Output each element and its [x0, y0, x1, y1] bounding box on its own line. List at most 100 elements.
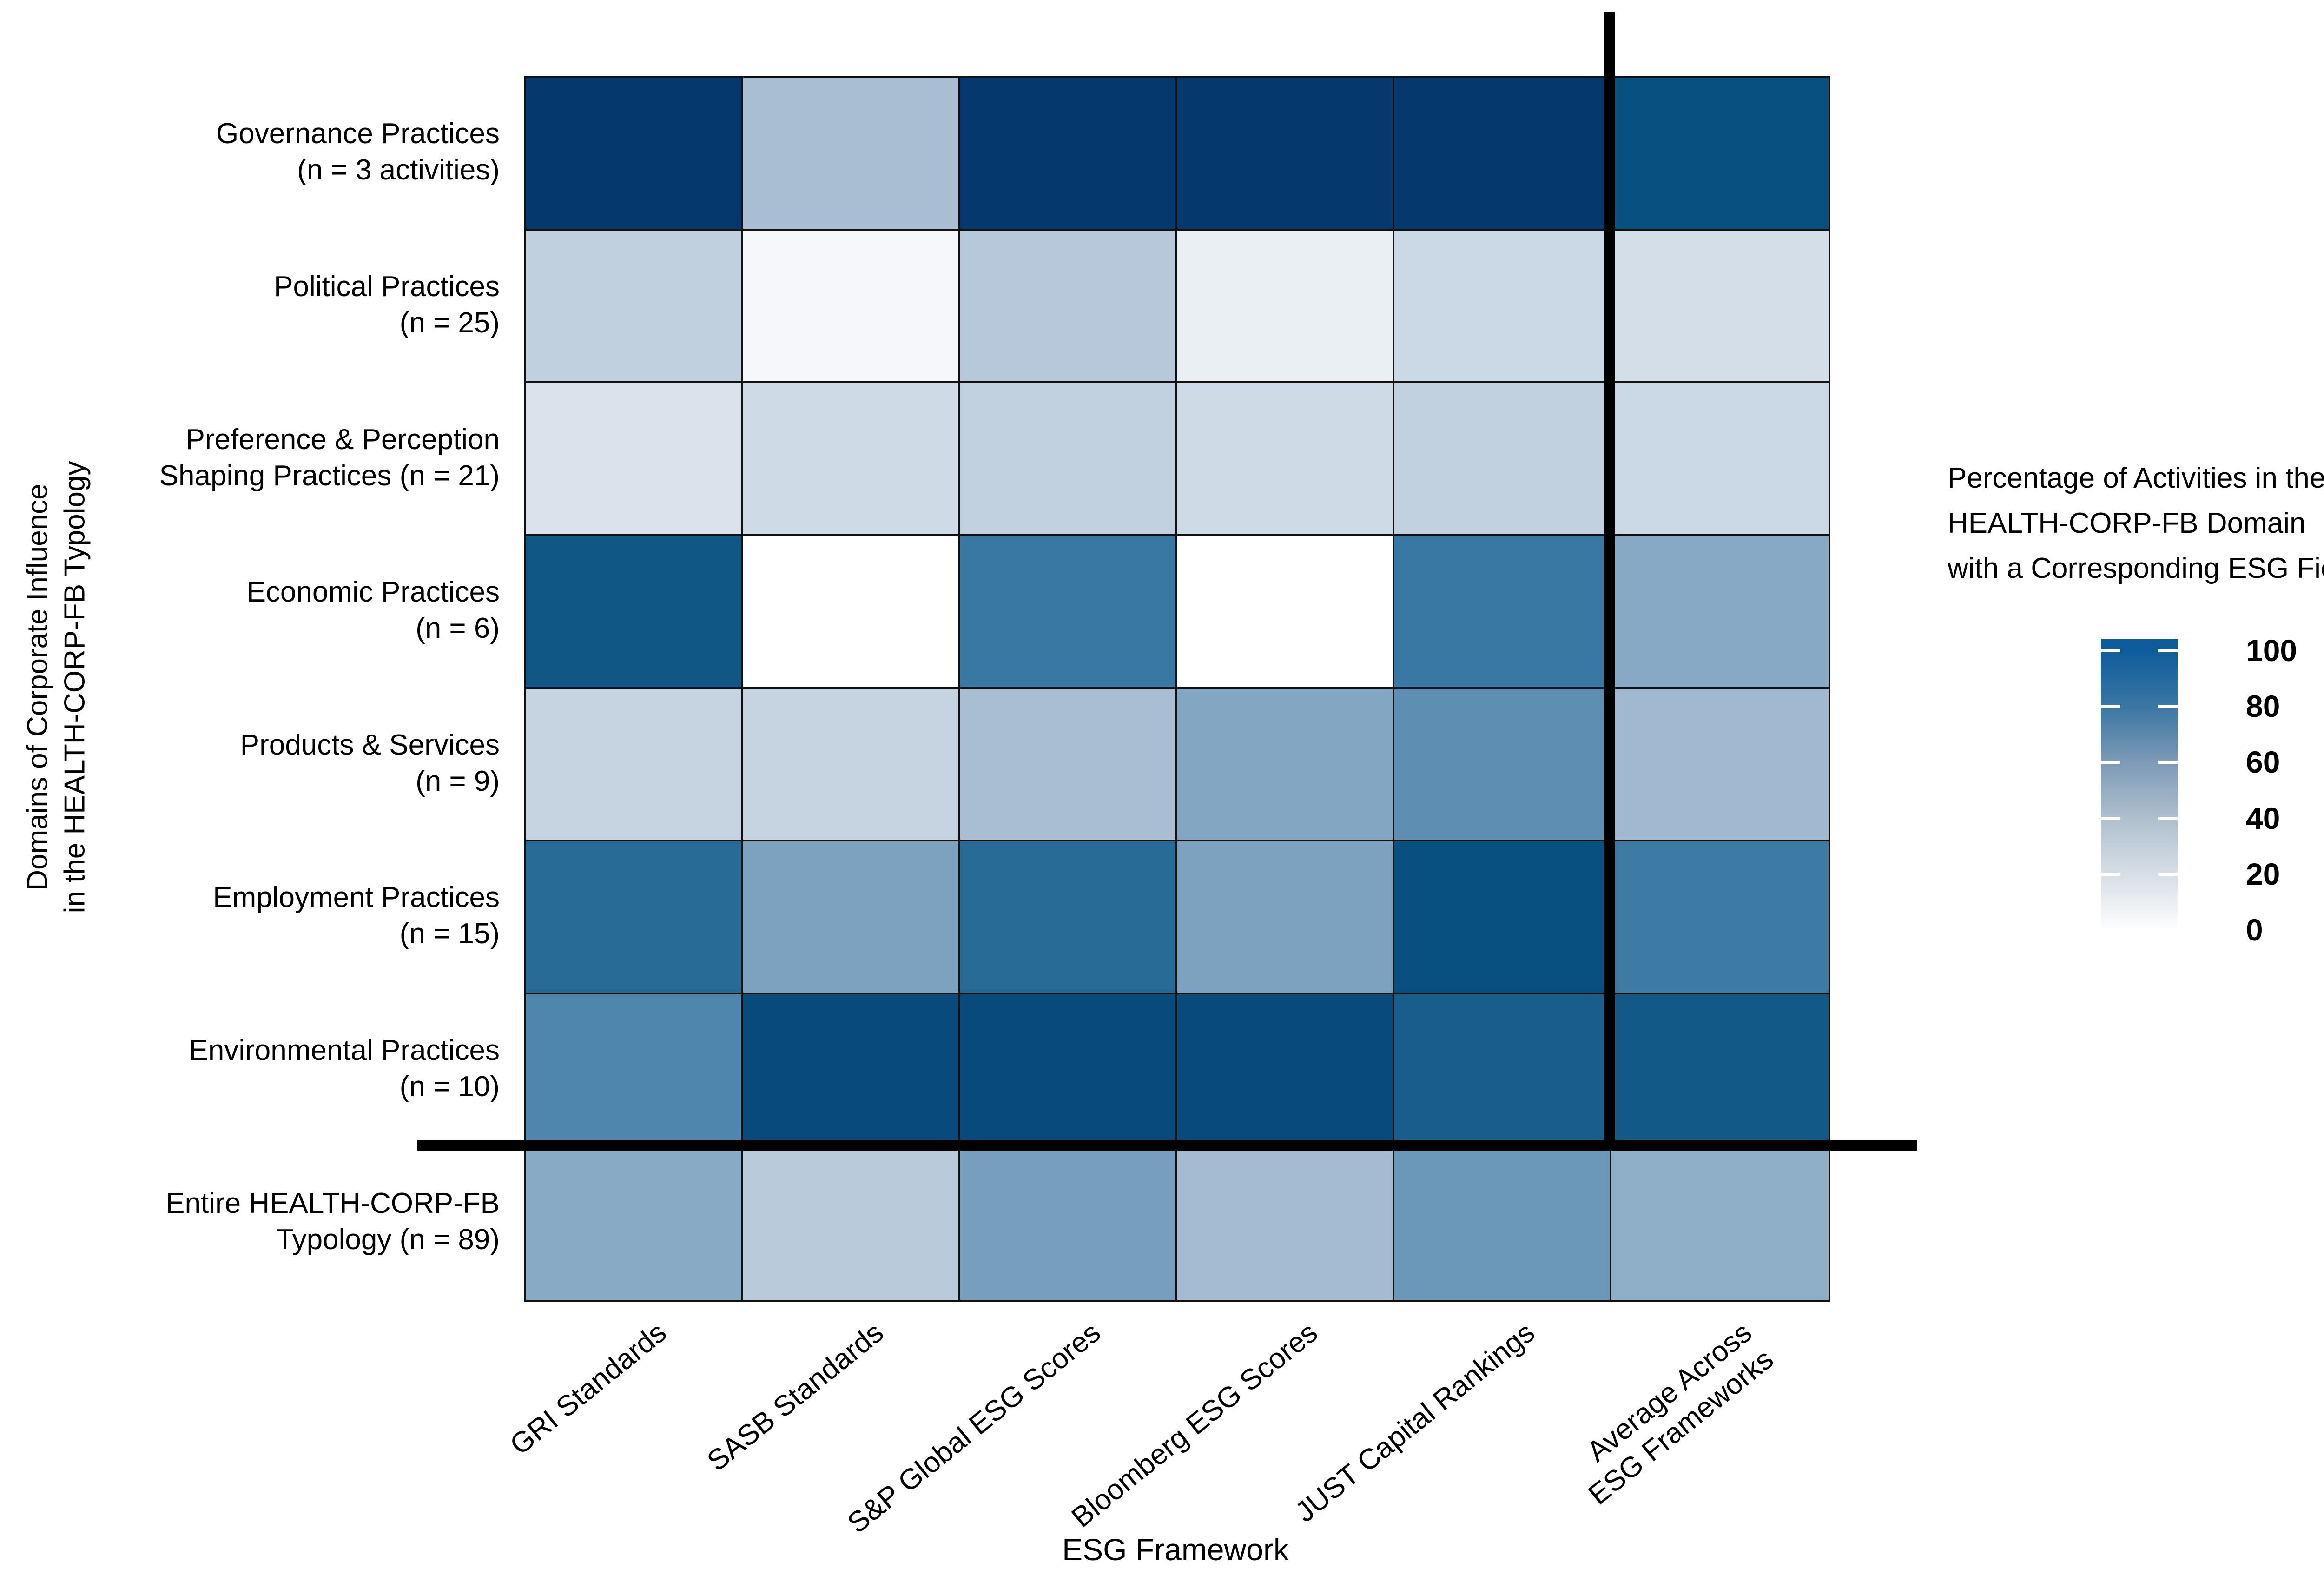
average-column-divider-line: [1604, 12, 1615, 1150]
heatmap-cell: [1177, 536, 1394, 689]
y-axis-title-line1: Domains of Corporate Influence: [21, 483, 54, 891]
row-label-line: (n = 3 activities): [297, 154, 500, 186]
entire-typology-divider-line: [417, 1140, 1917, 1151]
legend-title-line1: Percentage of Activities in the Respecti…: [1948, 462, 2324, 494]
row-label: Products & Services (n = 9): [16, 727, 500, 800]
heatmap-cell: [743, 841, 960, 994]
heatmap-cell: [1394, 383, 1611, 536]
heatmap-cell: [1394, 688, 1611, 842]
row-label: Environmental Practices (n = 10): [16, 1033, 500, 1105]
heatmap-cell: [1394, 994, 1611, 1147]
heatmap-cell: [1611, 536, 1829, 689]
legend-tick-mark: [2101, 928, 2120, 932]
row-label: Preference & Perception Shaping Practices…: [16, 422, 500, 494]
y-axis-title: Domains of Corporate Influence in the HE…: [20, 76, 97, 1298]
legend-tick-label: 100: [2246, 633, 2298, 668]
row-label: Entire HEALTH-CORP-FB Typology (n = 89): [16, 1185, 500, 1258]
legend-tick-mark: [2101, 873, 2120, 876]
row-label-line: (n = 10): [399, 1071, 500, 1103]
heatmap-cell: [1394, 230, 1611, 384]
heatmap-cell: [1611, 383, 1829, 536]
legend-tick-mark: [2101, 817, 2120, 820]
heatmap-grid: [524, 76, 1830, 1302]
heatmap-cell: [743, 78, 960, 231]
legend-tick-label: 0: [2246, 913, 2263, 947]
heatmap-cell: [960, 230, 1177, 384]
legend-tick-mark: [2101, 649, 2120, 652]
legend-colorbar: [2101, 639, 2178, 930]
heatmap-cell: [1177, 688, 1394, 842]
legend-tick-mark: [2101, 761, 2120, 764]
heatmap-cell: [1177, 78, 1394, 231]
row-label-line: (n = 9): [416, 765, 500, 797]
row-label-line: (n = 6): [416, 612, 500, 644]
heatmap-cell: [743, 1147, 960, 1300]
legend-tick-label: 80: [2246, 689, 2280, 723]
heatmap-cell: [1394, 841, 1611, 994]
heatmap-cell: [960, 78, 1177, 231]
heatmap-cell: [743, 383, 960, 536]
legend-tick-mark: [2158, 817, 2178, 820]
heatmap-cell: [526, 536, 743, 689]
heatmap-cell: [1394, 1147, 1611, 1300]
row-label-line: Employment Practices: [213, 881, 500, 913]
row-label: Political Practices (n = 25): [16, 269, 500, 341]
heatmap-cell: [1177, 1147, 1394, 1300]
row-label-line: Political Practices: [274, 271, 500, 303]
heatmap-cell: [743, 994, 960, 1147]
heatmap-cell: [1611, 78, 1829, 231]
heatmap-cell: [960, 536, 1177, 689]
legend-tick-mark: [2158, 761, 2178, 764]
row-label-line: Typology (n = 89): [276, 1224, 500, 1256]
heatmap-cell: [526, 688, 743, 842]
heatmap-cell: [526, 1147, 743, 1300]
row-label: Employment Practices (n = 15): [16, 880, 500, 952]
row-label-line: Environmental Practices: [189, 1034, 500, 1066]
heatmap-cell: [1611, 688, 1829, 842]
heatmap-cell: [743, 230, 960, 384]
legend-title-line2: HEALTH-CORP-FB Domain: [1948, 507, 2306, 539]
heatmap-cell: [1611, 1147, 1829, 1300]
row-label-line: (n = 15): [399, 918, 500, 950]
heatmap-cell: [526, 78, 743, 231]
heatmap-cell: [1394, 536, 1611, 689]
row-label: Governance Practices (n = 3 activities): [16, 116, 500, 188]
heatmap-cell: [526, 383, 743, 536]
heatmap-cell: [960, 688, 1177, 842]
row-label-line: Entire HEALTH-CORP-FB: [165, 1187, 500, 1219]
heatmap-cell: [526, 994, 743, 1147]
legend-title: Percentage of Activities in the Respecti…: [1948, 456, 2324, 591]
row-label-line: Preference & Perception: [185, 424, 500, 456]
legend-tick-mark: [2158, 873, 2178, 876]
row-label-line: Economic Practices: [246, 576, 500, 608]
legend-tick-mark: [2158, 649, 2178, 652]
heatmap-cell: [1611, 994, 1829, 1147]
legend-tick-mark: [2158, 928, 2178, 932]
heatmap-cell: [960, 841, 1177, 994]
heatmap-cell: [960, 1147, 1177, 1300]
heatmap-cell: [1394, 78, 1611, 231]
y-axis-title-line2: in the HEALTH-CORP-FB Typology: [59, 461, 91, 913]
legend-tick-label: 60: [2246, 745, 2280, 779]
heatmap-cell: [960, 994, 1177, 1147]
heatmap-cell: [743, 688, 960, 842]
row-label-line: Products & Services: [240, 729, 500, 761]
row-label-line: Shaping Practices (n = 21): [159, 460, 500, 492]
heatmap-cell: [1177, 994, 1394, 1147]
heatmap-cell: [743, 536, 960, 689]
legend-tick-label: 40: [2246, 801, 2280, 835]
heatmap-cell: [1177, 841, 1394, 994]
legend-title-line3: with a Corresponding ESG Field: [1948, 552, 2324, 584]
x-axis-title: ESG Framework: [1062, 1532, 1289, 1567]
heatmap-cell: [1177, 383, 1394, 536]
legend-tick-mark: [2101, 705, 2120, 708]
heatmap-cell: [960, 383, 1177, 536]
heatmap-cell: [526, 230, 743, 384]
heatmap-cell: [1177, 230, 1394, 384]
row-label-line: Governance Practices: [216, 118, 500, 150]
heatmap-cell: [1611, 841, 1829, 994]
legend-tick-label: 20: [2246, 857, 2280, 891]
heatmap-cell: [526, 841, 743, 994]
legend-tick-mark: [2158, 705, 2178, 708]
